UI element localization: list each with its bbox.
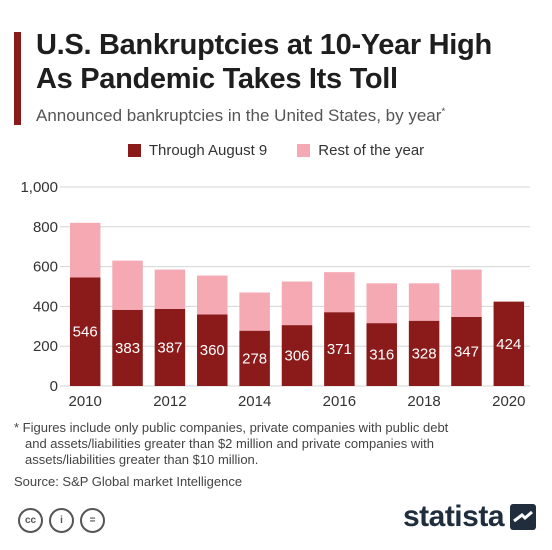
bar-through-august — [197, 314, 228, 386]
chart-title-line2: As Pandemic Takes Its Toll — [36, 63, 398, 95]
attribution-icon[interactable]: i — [49, 508, 74, 533]
subtitle-footnote-mark: * — [441, 106, 446, 118]
footnote-line1: * Figures include only public companies,… — [14, 420, 449, 435]
title-accent-bar — [14, 32, 21, 125]
bar-rest-of-year — [197, 275, 228, 315]
y-tick-label: 200 — [33, 338, 58, 355]
bar-through-august — [239, 330, 270, 386]
bar-through-august — [324, 312, 355, 386]
bar-rest-of-year — [408, 283, 440, 321]
legend-label-rest-of-year: Rest of the year — [318, 142, 425, 159]
bar-rest-of-year — [324, 272, 355, 313]
y-tick-label: 400 — [33, 298, 58, 315]
y-tick-label: 800 — [33, 219, 58, 236]
chart-legend: Through August 9 Rest of the year — [0, 142, 552, 159]
data-label: 278 — [242, 350, 267, 367]
bar-through-august — [112, 309, 143, 386]
bar-rest-of-year — [154, 269, 186, 309]
bar-rest-of-year — [451, 269, 482, 317]
x-tick-label: 2014 — [238, 393, 271, 410]
chart-title: U.S. Bankruptcies at 10-Year High As Pan… — [36, 28, 492, 96]
bar-rest-of-year — [366, 283, 397, 324]
data-label: 383 — [115, 340, 140, 357]
license-icons: cc i = — [18, 508, 105, 533]
labels-layer: 546 383 387 360 278 306 371 316 328 347 424 — [73, 324, 522, 368]
axis-layer: 0 200 400 600 800 1,000 2010 2012 2014 2016 2018 20… — [20, 179, 525, 410]
x-tick-label: 2020 — [492, 393, 525, 410]
legend-item-through-august: Through August 9 — [127, 142, 268, 159]
y-tick-label: 600 — [33, 259, 58, 276]
x-tick-label: 2018 — [407, 393, 440, 410]
footnote-line3: assets/liabilities greater than $10 mill… — [25, 452, 259, 467]
bar-rest-of-year — [281, 281, 313, 326]
chart-subtitle-text: Announced bankruptcies in the United Sta… — [36, 106, 442, 125]
data-label: 424 — [496, 336, 521, 353]
legend-label-through-august: Through August 9 — [148, 142, 268, 159]
data-label: 371 — [327, 341, 352, 358]
data-label: 328 — [412, 345, 437, 362]
x-tick-label: 2012 — [153, 393, 186, 410]
x-tick-label: 2016 — [323, 393, 356, 410]
legend-swatch-through-august — [127, 144, 141, 157]
bar-through-august — [69, 277, 101, 386]
footnote-line2: and assets/liabilities greater than $2 m… — [25, 436, 434, 451]
bar-through-august — [493, 301, 525, 386]
statista-logo[interactable]: statista — [403, 500, 536, 534]
bars-layer — [69, 222, 525, 386]
data-label: 387 — [157, 339, 182, 356]
creative-commons-icon[interactable]: cc — [18, 508, 43, 533]
data-label: 546 — [73, 324, 98, 341]
x-tick-label: 2010 — [68, 393, 101, 410]
bar-rest-of-year — [69, 222, 101, 278]
data-label: 360 — [200, 342, 225, 359]
bar-through-august — [154, 308, 186, 386]
legend-item-rest-of-year: Rest of the year — [297, 142, 424, 159]
bar-through-august — [366, 323, 397, 386]
chart-title-line1: U.S. Bankruptcies at 10-Year High — [36, 29, 492, 61]
bar-through-august — [281, 325, 313, 386]
y-tick-label: 0 — [50, 378, 58, 395]
statista-wordmark: statista — [402, 500, 505, 533]
data-label: 347 — [454, 343, 479, 360]
statista-logo-icon — [510, 504, 536, 530]
source-note: Source: S&P Global market Intelligence — [14, 474, 243, 489]
data-label: 306 — [284, 348, 309, 365]
no-derivatives-icon[interactable]: = — [80, 508, 105, 533]
bar-rest-of-year — [239, 292, 270, 331]
bar-chart: 546 383 387 360 278 306 371 316 328 347 424 0 200 40… — [20, 179, 530, 410]
chart-subtitle: Announced bankruptcies in the United Sta… — [36, 106, 445, 126]
data-label: 316 — [369, 347, 394, 364]
footnote: * Figures include only public companies,… — [14, 420, 534, 468]
bar-rest-of-year — [112, 260, 143, 310]
legend-swatch-rest-of-year — [297, 144, 311, 157]
y-tick-label: 1,000 — [20, 179, 58, 196]
bar-through-august — [451, 316, 482, 386]
bar-through-august — [408, 320, 440, 386]
